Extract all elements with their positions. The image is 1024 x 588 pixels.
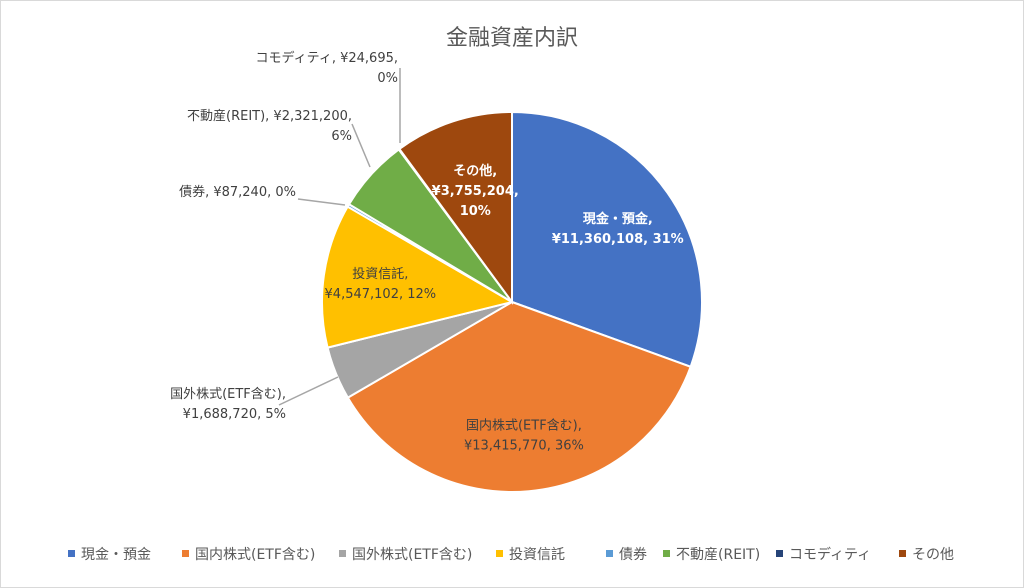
data-label-slice-7: コモディティ, ¥24,695, 0% [256, 50, 398, 86]
data-label-slice-2: 国内株式(ETF含む), ¥13,415,770, 36% [464, 417, 584, 453]
legend-label: 投資信託 [509, 547, 565, 563]
legend-item-slice-2: 国内株式(ETF含む) [182, 547, 315, 563]
pie-slice-8 [398, 110, 513, 306]
legend-item-slice-1: 現金・預金 [68, 547, 151, 563]
legend-item-slice-3: 国外株式(ETF含む) [339, 547, 472, 563]
data-label-slice-1: 現金・預金, ¥11,360,108, 31% [552, 211, 684, 247]
leader-line-slice-6 [351, 123, 371, 168]
data-label-slice-4: 投資信託, ¥4,547,102, 12% [325, 266, 437, 302]
data-label-slice-3: 国外株式(ETF含む), ¥1,688,720, 5% [170, 386, 286, 422]
data-label-slice-8: その他, ¥3,755,204, 10% [432, 163, 519, 219]
legend-item-slice-5: 債券 [606, 547, 647, 563]
legend-swatch [776, 550, 783, 557]
data-label-slice-6: 不動産(REIT), ¥2,321,200, 6% [187, 108, 352, 144]
legend-item-slice-4: 投資信託 [496, 547, 565, 563]
pie-slice-4 [321, 205, 515, 349]
data-label-slice-5: 債券, ¥87,240, 0% [179, 184, 296, 200]
pie-slice-1 [511, 110, 703, 369]
legend-swatch [606, 550, 613, 557]
legend-item-slice-8: その他 [899, 547, 954, 563]
leader-line-slice-5 [297, 198, 346, 206]
legend-label: 債券 [619, 547, 647, 563]
legend-label: 国内株式(ETF含む) [195, 547, 315, 563]
leader-line-slice-3 [278, 376, 339, 406]
legend-swatch [339, 550, 346, 557]
legend-swatch [899, 550, 906, 557]
legend-swatch [68, 550, 75, 557]
legend-label: 国外株式(ETF含む) [352, 547, 472, 563]
legend-item-slice-7: コモディティ [776, 546, 871, 563]
legend-label: 不動産(REIT) [676, 547, 760, 563]
legend-label: コモディティ [789, 546, 871, 563]
chart-title: 金融資産内訳 [446, 26, 578, 51]
legend-swatch [663, 550, 670, 557]
legend-swatch [496, 550, 503, 557]
legend-label: その他 [912, 547, 954, 563]
legend-swatch [182, 550, 189, 557]
pie-slice-2 [346, 300, 692, 493]
legend-item-slice-6: 不動産(REIT) [663, 547, 760, 563]
legend-label: 現金・預金 [81, 547, 151, 563]
